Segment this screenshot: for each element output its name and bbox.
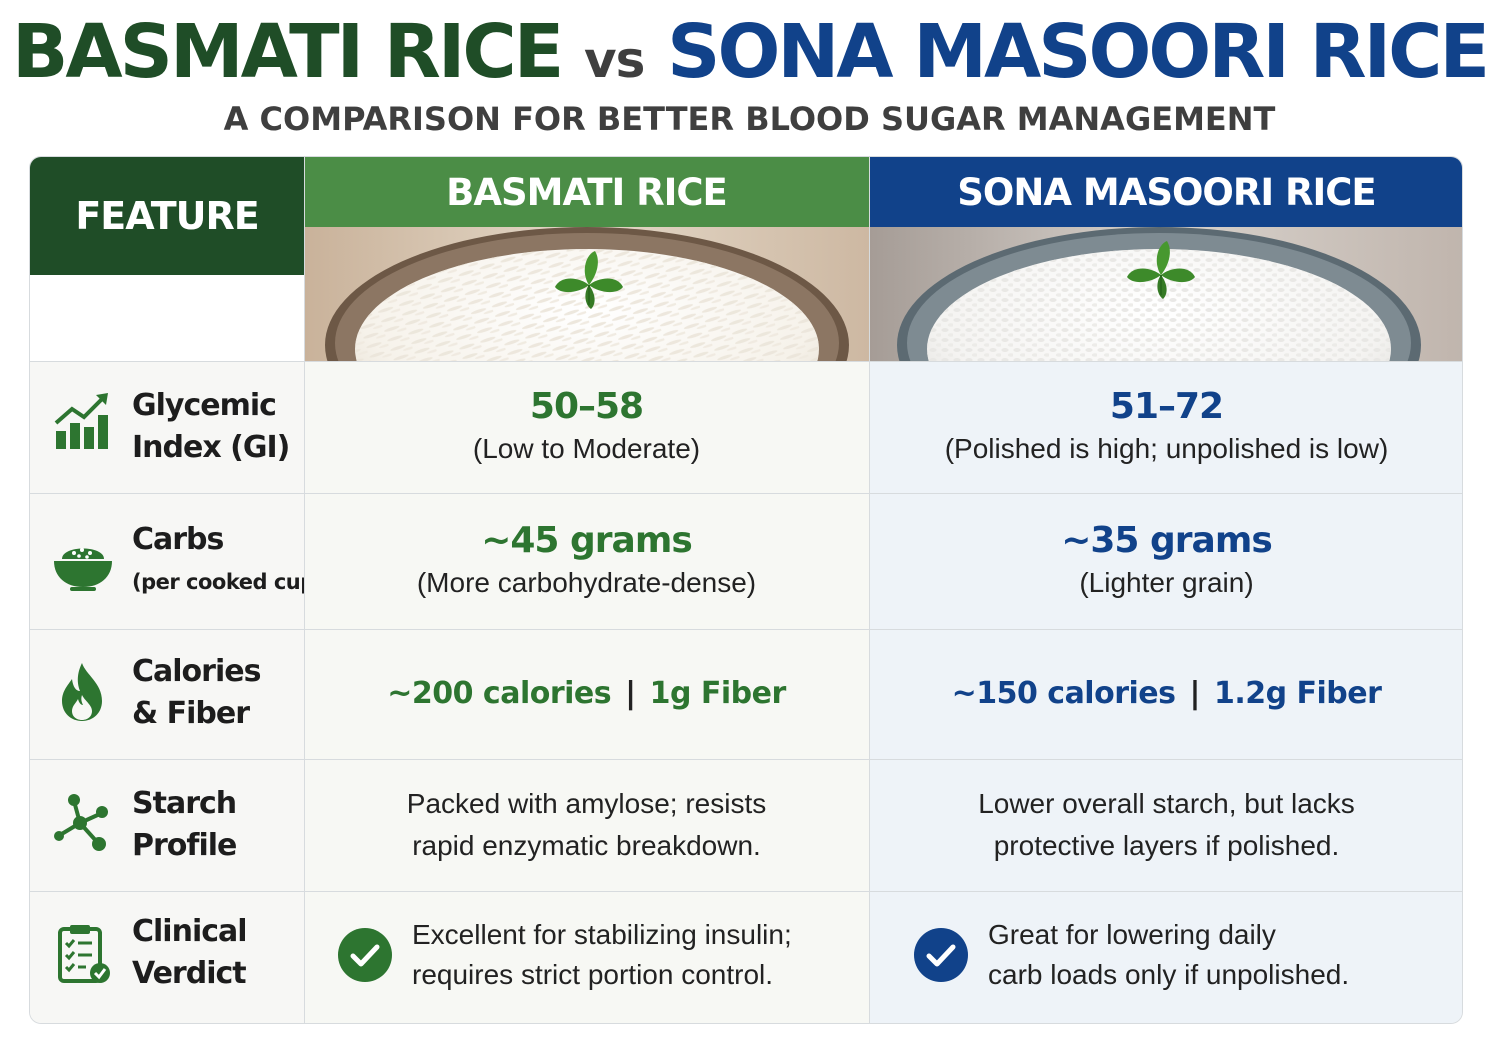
row-calories-basmati: ~200 calories | 1g Fiber — [304, 629, 869, 759]
sona-rice-photo — [869, 227, 1462, 361]
chart-growth-icon — [54, 393, 108, 449]
check-circle-icon — [914, 928, 968, 982]
row-divider — [30, 759, 1462, 760]
row-calories-label: Calories & Fiber — [132, 651, 261, 735]
sona-header: SONA MASOORI RICE — [869, 157, 1462, 227]
verdict-sona-text: Great for lowering daily carb loads only… — [988, 915, 1349, 995]
row-starch-sona: Lower overall starch, but lacks protecti… — [869, 759, 1462, 891]
row-starch-feature: Starch Profile — [30, 759, 304, 891]
verdict-basmati-text: Excellent for stabilizing insulin; requi… — [412, 915, 792, 995]
title-sona: SONA MASOORI RICE — [667, 9, 1490, 95]
row-carbs-label: Carbs (per cooked cup) — [132, 519, 324, 603]
molecule-icon — [54, 794, 108, 851]
fiber-basmati-value: 1g Fiber — [649, 676, 787, 711]
feature-header-blank — [30, 275, 304, 361]
verdict-basmati-line2: requires strict portion control. — [412, 959, 774, 990]
row-gi-label: Glycemic Index (GI) — [132, 385, 290, 469]
calories-basmati-separator: | — [625, 676, 636, 711]
row-calories-label-line1: Calories — [132, 654, 261, 689]
row-divider — [30, 629, 1462, 630]
calories-sona-value: ~150 calories — [951, 676, 1176, 711]
row-verdict-label-line2: Verdict — [132, 956, 247, 991]
comparison-table: FEATURE BASMATI RICE SONA MASOORI RICE — [29, 156, 1463, 1024]
gi-sona-note: (Polished is high; unpolished is low) — [944, 433, 1389, 464]
row-calories-feature: Calories & Fiber — [30, 629, 304, 759]
row-verdict-sona: Great for lowering daily carb loads only… — [869, 891, 1462, 1023]
row-verdict-label: Clinical Verdict — [132, 911, 248, 995]
verdict-sona-line1: Great for lowering daily — [988, 919, 1276, 950]
row-divider — [30, 361, 1462, 362]
page-subtitle: A COMPARISON FOR BETTER BLOOD SUGAR MANA… — [223, 100, 1276, 138]
row-starch-label-line1: Starch — [132, 786, 237, 821]
row-carbs-basmati: ~45 grams (More carbohydrate-dense) — [304, 493, 869, 629]
fiber-sona-value: 1.2g Fiber — [1213, 676, 1382, 711]
verdict-sona-line2: carb loads only if unpolished. — [988, 959, 1350, 990]
row-gi-basmati: 50–58 (Low to Moderate) — [304, 361, 869, 493]
row-gi-label-line1: Glycemic — [132, 388, 277, 423]
carbs-sona-note: (Lighter grain) — [1079, 567, 1254, 598]
row-starch-basmati: Packed with amylose; resists rapid enzym… — [304, 759, 869, 891]
starch-basmati-line2: rapid enzymatic breakdown. — [412, 830, 761, 861]
flame-icon — [62, 663, 102, 721]
calories-sona-separator: | — [1189, 676, 1200, 711]
row-carbs-sona: ~35 grams (Lighter grain) — [869, 493, 1462, 629]
starch-sona-line1: Lower overall starch, but lacks — [978, 788, 1355, 819]
row-verdict-feature: Clinical Verdict — [30, 891, 304, 1023]
title-basmati: BASMATI RICE — [11, 9, 564, 95]
carbs-basmati-note: (More carbohydrate-dense) — [416, 567, 757, 598]
gi-basmati-note: (Low to Moderate) — [472, 433, 701, 464]
row-divider — [30, 891, 1462, 892]
column-divider — [304, 157, 305, 1023]
row-gi-label-line2: Index (GI) — [132, 430, 290, 465]
row-verdict-basmati: Excellent for stabilizing insulin; requi… — [304, 891, 869, 1023]
carbs-basmati-value: ~45 grams — [481, 520, 693, 561]
row-starch-label: Starch Profile — [132, 783, 237, 867]
title-vs: vs — [584, 31, 645, 89]
row-carbs-label-line2: (per cooked cup) — [132, 570, 324, 594]
row-verdict-label-line1: Clinical — [132, 914, 248, 949]
starch-sona-line2: protective layers if polished. — [993, 830, 1340, 861]
gi-basmati-value: 50–58 — [529, 386, 644, 427]
starch-basmati-line1: Packed with amylose; resists — [406, 788, 767, 819]
carbs-sona-value: ~35 grams — [1061, 520, 1273, 561]
row-carbs-feature: Carbs (per cooked cup) — [30, 493, 324, 629]
basmati-header: BASMATI RICE — [304, 157, 869, 227]
basmati-rice-photo — [304, 227, 869, 361]
row-starch-label-line2: Profile — [132, 828, 237, 863]
feature-header: FEATURE — [30, 157, 304, 275]
row-calories-sona: ~150 calories | 1.2g Fiber — [869, 629, 1462, 759]
check-circle-icon — [338, 928, 392, 982]
row-calories-label-line2: & Fiber — [132, 696, 250, 731]
row-gi-sona: 51–72 (Polished is high; unpolished is l… — [869, 361, 1462, 493]
calories-basmati-value: ~200 calories — [387, 676, 612, 711]
column-divider — [869, 157, 870, 1023]
row-gi-feature: Glycemic Index (GI) — [30, 361, 304, 493]
row-divider — [30, 493, 1462, 494]
gi-sona-value: 51–72 — [1109, 386, 1224, 427]
clipboard-check-icon — [58, 925, 110, 983]
row-carbs-label-line1: Carbs — [132, 522, 224, 557]
rice-bowl-icon — [54, 548, 112, 591]
verdict-basmati-line1: Excellent for stabilizing insulin; — [412, 919, 792, 950]
page-title: BASMATI RICE vs SONA MASOORI RICE — [0, 8, 1499, 96]
